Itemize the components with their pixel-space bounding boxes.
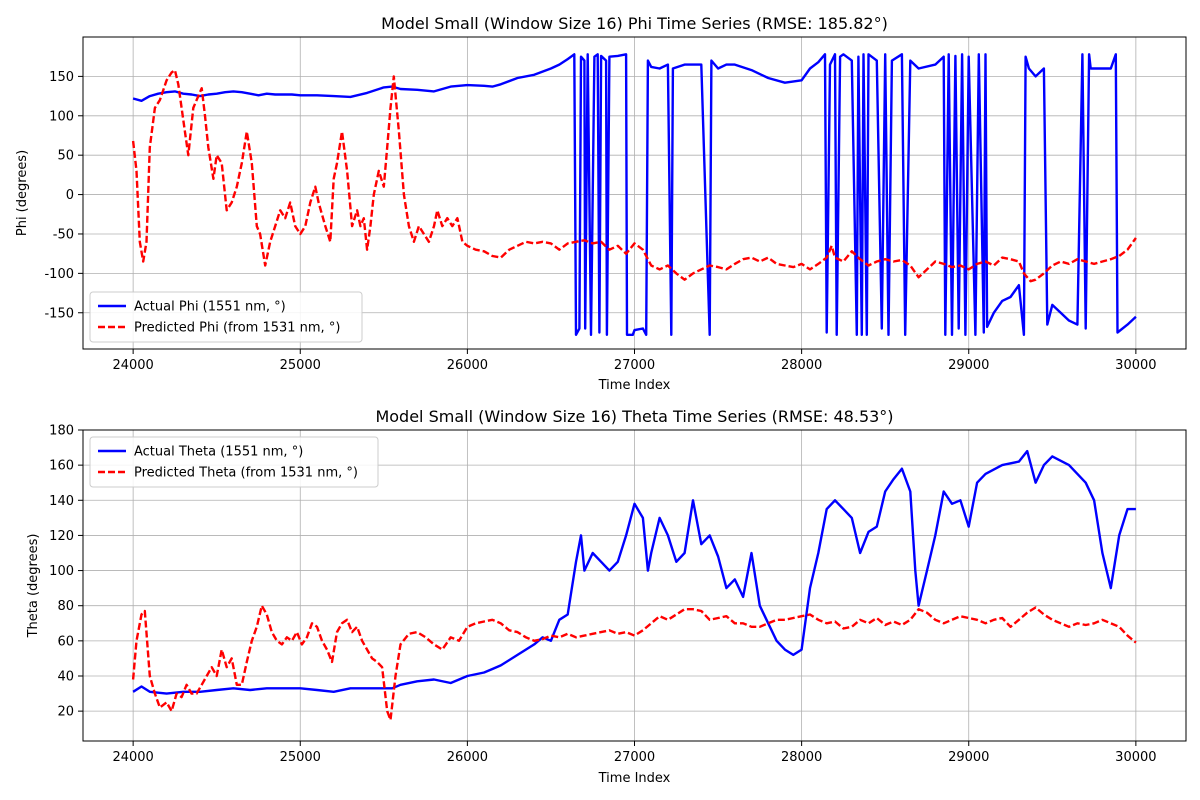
y-tick-label: 150 [49, 70, 74, 85]
x-axis-label: Time Index [598, 378, 671, 393]
legend-label: Predicted Theta (from 1531 nm, °) [134, 466, 358, 481]
y-tick-label: -150 [44, 306, 74, 321]
y-tick-label: 40 [57, 669, 74, 684]
x-tick-label: 26000 [447, 750, 488, 765]
chart-title: Model Small (Window Size 16) Phi Time Se… [381, 14, 888, 33]
series-line-predicted [131, 68, 1137, 283]
x-axis-label: Time Index [598, 771, 671, 786]
x-tick-label: 30000 [1115, 750, 1156, 765]
x-tick-label: 28000 [781, 750, 822, 765]
y-tick-label: -100 [44, 267, 74, 282]
x-tick-label: 27000 [614, 750, 655, 765]
y-tick-label: 50 [57, 149, 74, 164]
x-tick-label: 24000 [112, 358, 153, 373]
chart-1: 24000 25000 26000 27000 28000 29000 30000 -150 -… [15, 14, 1187, 393]
y-tick-label: 120 [49, 529, 74, 544]
y-tick-label: -50 [53, 227, 74, 242]
legend-box [89, 291, 363, 343]
legend-label: Actual Theta (1551 nm, °) [134, 445, 303, 460]
y-axis-label: Phi (degrees) [15, 150, 30, 236]
y-tick-label: 160 [49, 459, 74, 474]
series-line-actual [132, 53, 1137, 336]
legend-label: Actual Phi (1551 nm, °) [134, 300, 286, 315]
legend-label: Predicted Phi (from 1531 nm, °) [134, 321, 340, 336]
x-tick-label: 28000 [781, 358, 822, 373]
series-line-actual [132, 449, 1136, 695]
y-tick-label: 20 [57, 705, 74, 720]
x-tick-label: 26000 [447, 358, 488, 373]
y-tick-label: 140 [49, 494, 74, 509]
legend: Actual Theta (1551 nm, °) Predicted Theta… [89, 436, 379, 488]
y-tick-label: 0 [66, 188, 74, 203]
y-tick-label: 60 [57, 634, 74, 649]
x-tick-label: 30000 [1115, 358, 1156, 373]
x-tick-label: 24000 [112, 750, 153, 765]
y-tick-label: 100 [49, 109, 74, 124]
chart-2: 24000 25000 26000 27000 28000 29000 30000 20 40 6… [26, 407, 1187, 786]
x-tick-label: 25000 [280, 358, 321, 373]
y-axis-label: Theta (degrees) [26, 534, 41, 639]
y-tick-label: 180 [49, 424, 74, 439]
x-tick-label: 25000 [280, 750, 321, 765]
legend-box [89, 436, 379, 488]
x-tick-label: 29000 [948, 358, 989, 373]
x-tick-label: 29000 [948, 750, 989, 765]
y-tick-label: 100 [49, 564, 74, 579]
y-tick-label: 80 [57, 599, 74, 614]
legend: Actual Phi (1551 nm, °) Predicted Phi (fr… [89, 291, 363, 343]
chart-title: Model Small (Window Size 16) Theta Time … [375, 407, 893, 426]
x-tick-label: 27000 [614, 358, 655, 373]
series-line-predicted [131, 604, 1137, 722]
